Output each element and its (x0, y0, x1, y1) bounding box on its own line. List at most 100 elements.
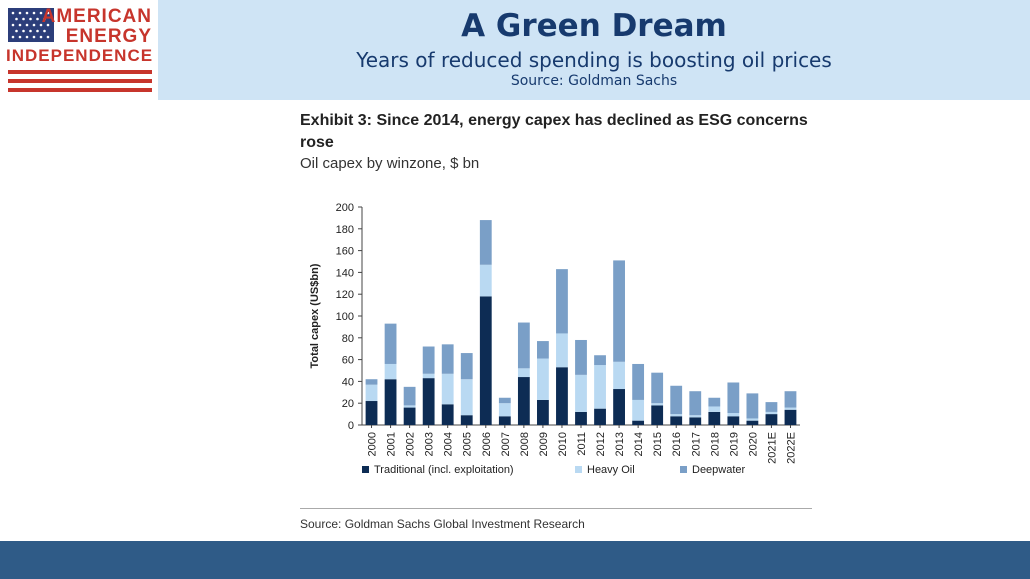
legend-swatch-1 (575, 466, 582, 473)
bar-traditional-2012 (594, 408, 606, 425)
logo: AMERICAN ENERGY INDEPENDENCE (0, 0, 158, 100)
x-tick-label: 2014 (633, 432, 645, 456)
x-tick-label: 2008 (519, 432, 531, 456)
x-tick-label: 2011 (576, 432, 588, 456)
exhibit-source: Source: Goldman Sachs Global Investment … (300, 517, 585, 531)
exhibit-subtitle: Oil capex by winzone, $ bn (300, 155, 480, 172)
bar-heavy-oil-2013 (613, 361, 625, 390)
slide-title: A Green Dream (461, 8, 727, 44)
bar-traditional-2016 (670, 416, 683, 425)
bar-traditional-2006 (479, 296, 492, 425)
legend-label-2: Deepwater (692, 464, 746, 476)
slide-subtitle: Years of reduced spending is boosting oi… (356, 48, 832, 72)
x-tick-label: 2010 (557, 432, 569, 456)
bar-traditional-2019 (727, 416, 740, 425)
bar-traditional-2018 (708, 411, 721, 425)
x-tick-label: 2009 (538, 432, 550, 456)
legend-swatch-0 (362, 466, 369, 473)
x-tick-label: 2013 (614, 432, 626, 456)
bar-traditional-2011 (575, 411, 587, 425)
bar-deepwater-2022E (784, 391, 797, 408)
y-axis-label: Total capex (US$bn) (309, 263, 321, 368)
bar-deepwater-2014 (632, 363, 645, 400)
x-tick-label: 2006 (481, 432, 493, 456)
y-tick-label: 0 (348, 420, 354, 432)
logo-text-independence: INDEPENDENCE (6, 46, 154, 65)
bar-heavy-oil-2000 (365, 384, 378, 402)
logo-stripes-icon (8, 70, 152, 92)
bar-heavy-oil-2012 (594, 365, 606, 409)
legend-label-1: Heavy Oil (587, 464, 635, 476)
x-tick-label: 2021E (766, 432, 778, 464)
bar-heavy-oil-2004 (441, 373, 454, 405)
y-tick-label: 40 (342, 376, 354, 388)
bar-deepwater-2000 (365, 379, 378, 385)
bar-deepwater-2002 (403, 386, 416, 406)
x-tick-label: 2012 (595, 432, 607, 456)
logo-text-american: AMERICAN (41, 6, 152, 27)
bar-traditional-2005 (460, 415, 473, 425)
bar-deepwater-2001 (384, 323, 397, 364)
bar-traditional-2017 (689, 417, 702, 425)
bar-traditional-2022E (784, 409, 797, 425)
bar-deepwater-2006 (479, 220, 492, 265)
slide-source: Source: Goldman Sachs (510, 73, 678, 89)
bar-deepwater-2017 (689, 391, 702, 416)
bar-deepwater-2005 (460, 353, 473, 380)
y-tick-label: 80 (342, 333, 354, 345)
bar-traditional-2002 (403, 407, 416, 425)
bar-traditional-2004 (441, 404, 454, 425)
bar-heavy-oil-2015 (651, 403, 664, 406)
y-tick-label: 100 (336, 311, 354, 323)
bar-deepwater-2018 (708, 397, 721, 407)
bar-traditional-2021E (765, 414, 778, 425)
bar-heavy-oil-2022E (784, 407, 797, 410)
bar-traditional-2008 (517, 377, 530, 425)
bar-heavy-oil-2010 (556, 333, 568, 368)
us-flag-icon (8, 8, 54, 42)
bar-heavy-oil-2002 (403, 405, 416, 408)
x-tick-label: 2017 (690, 432, 702, 456)
exhibit-title: Exhibit 3: Since 2014, energy capex has … (300, 112, 808, 151)
x-tick-label: 2016 (671, 432, 683, 456)
bar-heavy-oil-2003 (422, 373, 435, 379)
bar-heavy-oil-2018 (708, 406, 721, 412)
bar-deepwater-2020 (746, 393, 759, 419)
x-tick-label: 2003 (424, 432, 436, 456)
bar-heavy-oil-2005 (460, 379, 473, 416)
bar-traditional-2001 (384, 379, 397, 425)
y-tick-label: 200 (336, 202, 354, 214)
slide-header (0, 0, 1030, 100)
y-tick-label: 180 (336, 224, 354, 236)
bar-heavy-oil-2014 (632, 399, 645, 421)
bar-deepwater-2010 (556, 269, 568, 334)
bar-traditional-2020 (746, 420, 759, 425)
bar-deepwater-2004 (441, 344, 454, 374)
logo-text-energy: ENERGY (65, 26, 152, 47)
bar-deepwater-2012 (594, 355, 606, 366)
bar-heavy-oil-2020 (746, 418, 759, 421)
bar-heavy-oil-2011 (575, 374, 587, 412)
legend-swatch-2 (680, 466, 687, 473)
bar-heavy-oil-2021E (765, 411, 778, 415)
slide-footer (0, 541, 1030, 579)
x-tick-label: 2001 (386, 432, 398, 456)
bar-deepwater-2016 (670, 385, 683, 415)
y-tick-label: 160 (336, 246, 354, 258)
bar-heavy-oil-2017 (689, 415, 702, 418)
x-tick-label: 2002 (405, 432, 417, 456)
bar-heavy-oil-2019 (727, 413, 740, 417)
bar-heavy-oil-2016 (670, 414, 683, 417)
bar-heavy-oil-2006 (479, 264, 492, 297)
x-tick-label: 2019 (728, 432, 740, 456)
y-tick-label: 20 (342, 398, 354, 410)
y-tick-label: 120 (336, 289, 354, 301)
bar-traditional-2000 (365, 401, 378, 425)
bar-deepwater-2007 (498, 397, 511, 404)
bar-deepwater-2003 (422, 346, 435, 374)
bar-heavy-oil-2007 (498, 403, 511, 417)
bar-deepwater-2011 (575, 339, 587, 375)
bar-heavy-oil-2001 (384, 363, 397, 380)
bar-heavy-oil-2009 (537, 358, 549, 400)
x-tick-label: 2022E (785, 432, 797, 464)
